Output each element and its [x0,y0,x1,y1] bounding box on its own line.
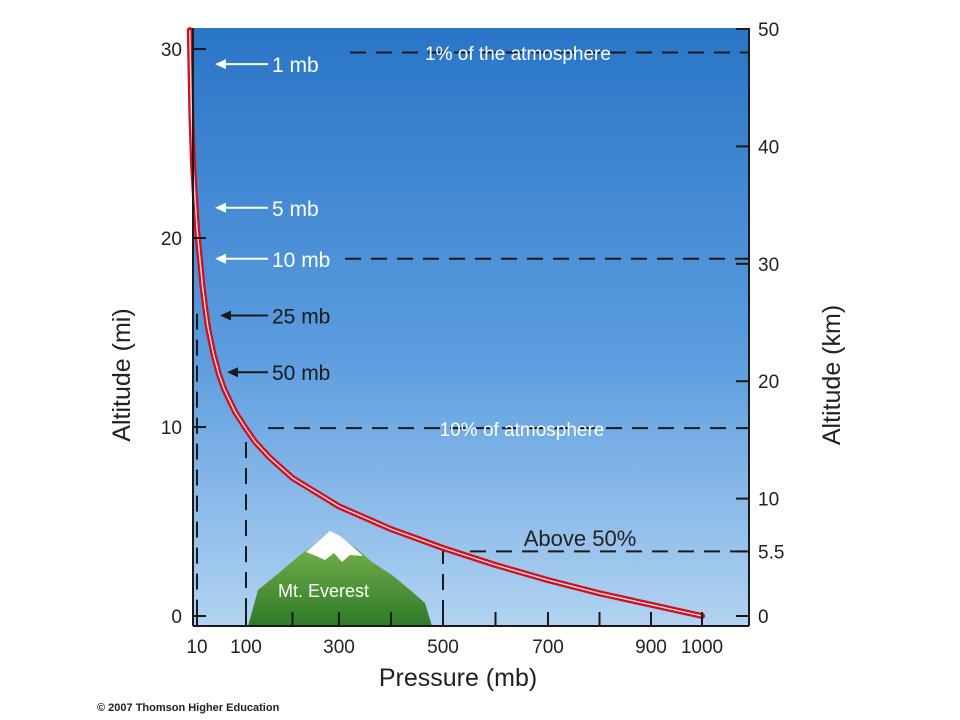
right-tick-label: 40 [758,137,779,158]
right-altitude-axis: 0 5.5 10 20 30 40 50 [736,20,784,628]
right-tick-label: 0 [758,607,769,628]
mount-everest-illustration: Mt. Everest [248,531,432,626]
annotation-one-percent: 1% of the atmosphere [425,44,611,65]
pressure-axis: 10 100 300 500 700 900 1000 [186,612,749,658]
right-tick-label: 20 [758,372,779,393]
mountain-snowcap [306,531,363,562]
pressure-arrow-head [220,310,231,321]
pressure-arrow-label: 1 mb [272,54,319,77]
right-tick-label: 30 [758,255,779,276]
pressure-arrows: 1 mb 5 mb 10 mb 25 mb 50 mb [215,54,330,385]
pressure-arrow-label: 25 mb [272,305,330,328]
right-tick-label: 10 [758,490,779,511]
y-axis-left-label: Altitude (mi) [108,308,136,441]
mountain-label: Mt. Everest [278,581,369,601]
left-tick-label: 0 [171,607,182,628]
x-tick-label: 1000 [681,637,723,658]
annotation-above-fifty: Above 50% [524,526,637,551]
pressure-curve-highlight [189,30,703,617]
y-axis-right-label: Altitude (km) [818,305,846,445]
left-tick-label: 20 [161,229,182,250]
pressure-arrow-head [215,59,226,70]
copyright-notice: © 2007 Thomson Higher Education [97,702,280,714]
pressure-arrow-label: 10 mb [272,249,330,272]
pressure-arrow-label: 5 mb [272,198,319,221]
x-tick-label: 700 [532,637,564,658]
x-tick-label: 100 [230,637,262,658]
pressure-arrow-head [215,202,226,213]
left-tick-label: 10 [161,418,182,439]
x-tick-label: 300 [323,637,355,658]
x-axis-label: Pressure (mb) [379,664,537,692]
right-tick-label: 50 [758,20,779,41]
x-tick-label: 900 [635,637,667,658]
annotation-ten-percent: 10% of atmosphere [440,420,605,441]
right-tick-label: 5.5 [758,542,784,563]
pressure-arrow-head [215,253,226,264]
x-tick-label: 500 [427,637,459,658]
sky-background [193,28,749,626]
mountain-body [248,532,432,626]
x-tick-label: 10 [186,637,207,658]
left-altitude-axis: 0 10 20 30 [161,28,206,628]
left-tick-label: 30 [161,40,182,61]
pressure-arrow-label: 50 mb [272,362,330,385]
pressure-arrow-head [227,367,238,378]
